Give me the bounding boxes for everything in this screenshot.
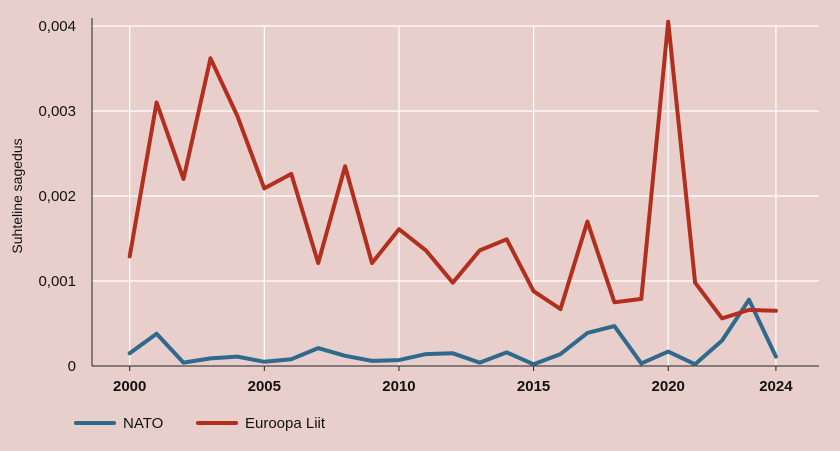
axes <box>91 18 819 371</box>
y-tick-label: 0,001 <box>38 273 76 290</box>
x-tick-label: 2015 <box>517 378 550 395</box>
x-tick-label: 2024 <box>759 378 793 395</box>
grid <box>92 25 819 366</box>
y-tick-label: 0,003 <box>38 103 76 120</box>
tick-labels: 0 0,001 0,002 0,003 0,004 2000 2005 2010 2015 202… <box>38 18 793 395</box>
series-line-euroopa-liit <box>127 19 778 321</box>
x-tick-label: 2005 <box>248 378 281 395</box>
x-tick-label: 2000 <box>113 378 146 395</box>
x-tick-label: 2010 <box>382 378 415 395</box>
x-tick-label: 2020 <box>652 378 685 395</box>
y-tick-label: 0,002 <box>38 188 76 205</box>
legend-label-euroopa-liit: Euroopa Liit <box>245 415 326 432</box>
series <box>127 19 778 367</box>
y-axis-label: Suhteline sagedus <box>9 138 25 253</box>
y-tick-label: 0,004 <box>38 18 76 35</box>
series-line-nato <box>127 297 778 367</box>
legend: NATO Euroopa Liit <box>74 415 326 432</box>
legend-label-nato: NATO <box>123 415 163 432</box>
y-tick-label: 0 <box>68 358 76 375</box>
